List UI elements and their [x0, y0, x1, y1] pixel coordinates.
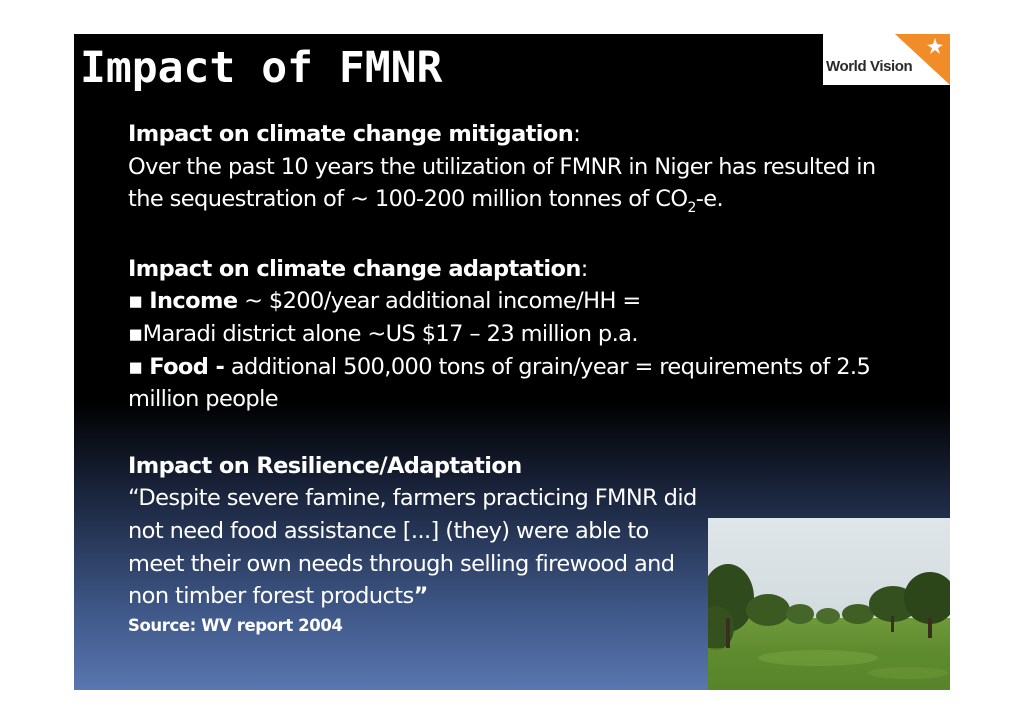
slide-body: Impact on climate change mitigation: Ove…: [128, 118, 908, 639]
income-text: ~ $200/year additional income/HH =: [237, 288, 641, 315]
bullet-icon: ▪: [128, 320, 143, 347]
bullet-icon: ▪: [128, 353, 143, 380]
slide-title: Impact of FMNR: [80, 43, 443, 93]
landscape-image: [708, 518, 950, 690]
world-vision-logo: World Vision: [823, 34, 950, 85]
spacer: [128, 416, 908, 450]
food-bullet: ▪ Food - additional 500,000 tons of grai…: [128, 351, 908, 416]
maradi-text: Maradi district alone ~US $17 – 23 milli…: [142, 320, 639, 347]
quote-text: “Despite severe famine, farmers practici…: [128, 485, 697, 610]
mitigation-heading: Impact on climate change mitigation: [128, 121, 574, 147]
bullet-icon: ▪: [128, 288, 143, 315]
slide: Impact of FMNR World Vision Impact on cl…: [74, 34, 950, 690]
mitigation-heading-line: Impact on climate change mitigation:: [128, 118, 908, 151]
source-note: Source: WV report 2004: [128, 615, 343, 635]
mitigation-line2-end: -e.: [695, 186, 724, 213]
mitigation-line2-text: the sequestration of ~ 100-200 million t…: [128, 186, 688, 213]
mitigation-colon: :: [573, 121, 581, 147]
food-text: additional 500,000 tons of grain/year = …: [128, 353, 871, 413]
mitigation-line1: Over the past 10 years the utilization o…: [128, 153, 876, 180]
spacer: [128, 219, 908, 253]
resilience-quote: “Despite severe famine, farmers practici…: [128, 482, 708, 612]
adaptation-colon: :: [580, 255, 589, 282]
adaptation-heading: Impact on climate change adaptation: [128, 255, 581, 282]
maradi-bullet: ▪Maradi district alone ~US $17 – 23 mill…: [128, 318, 908, 351]
resilience-heading: Impact on Resilience/Adaptation: [128, 452, 522, 479]
co2-subscript: 2: [687, 200, 696, 217]
income-label: Income: [149, 288, 238, 315]
mitigation-line2: the sequestration of ~ 100-200 million t…: [128, 183, 908, 219]
income-bullet: ▪ Income ~ $200/year additional income/H…: [128, 285, 908, 318]
logo-star-icon: [895, 34, 950, 85]
adaptation-heading-line: Impact on climate change adaptation:: [128, 253, 908, 286]
food-label: Food -: [149, 353, 225, 380]
quote-close: ”: [413, 583, 429, 610]
savanna-landscape-photo: [708, 518, 950, 690]
logo-text: World Vision: [826, 58, 913, 75]
